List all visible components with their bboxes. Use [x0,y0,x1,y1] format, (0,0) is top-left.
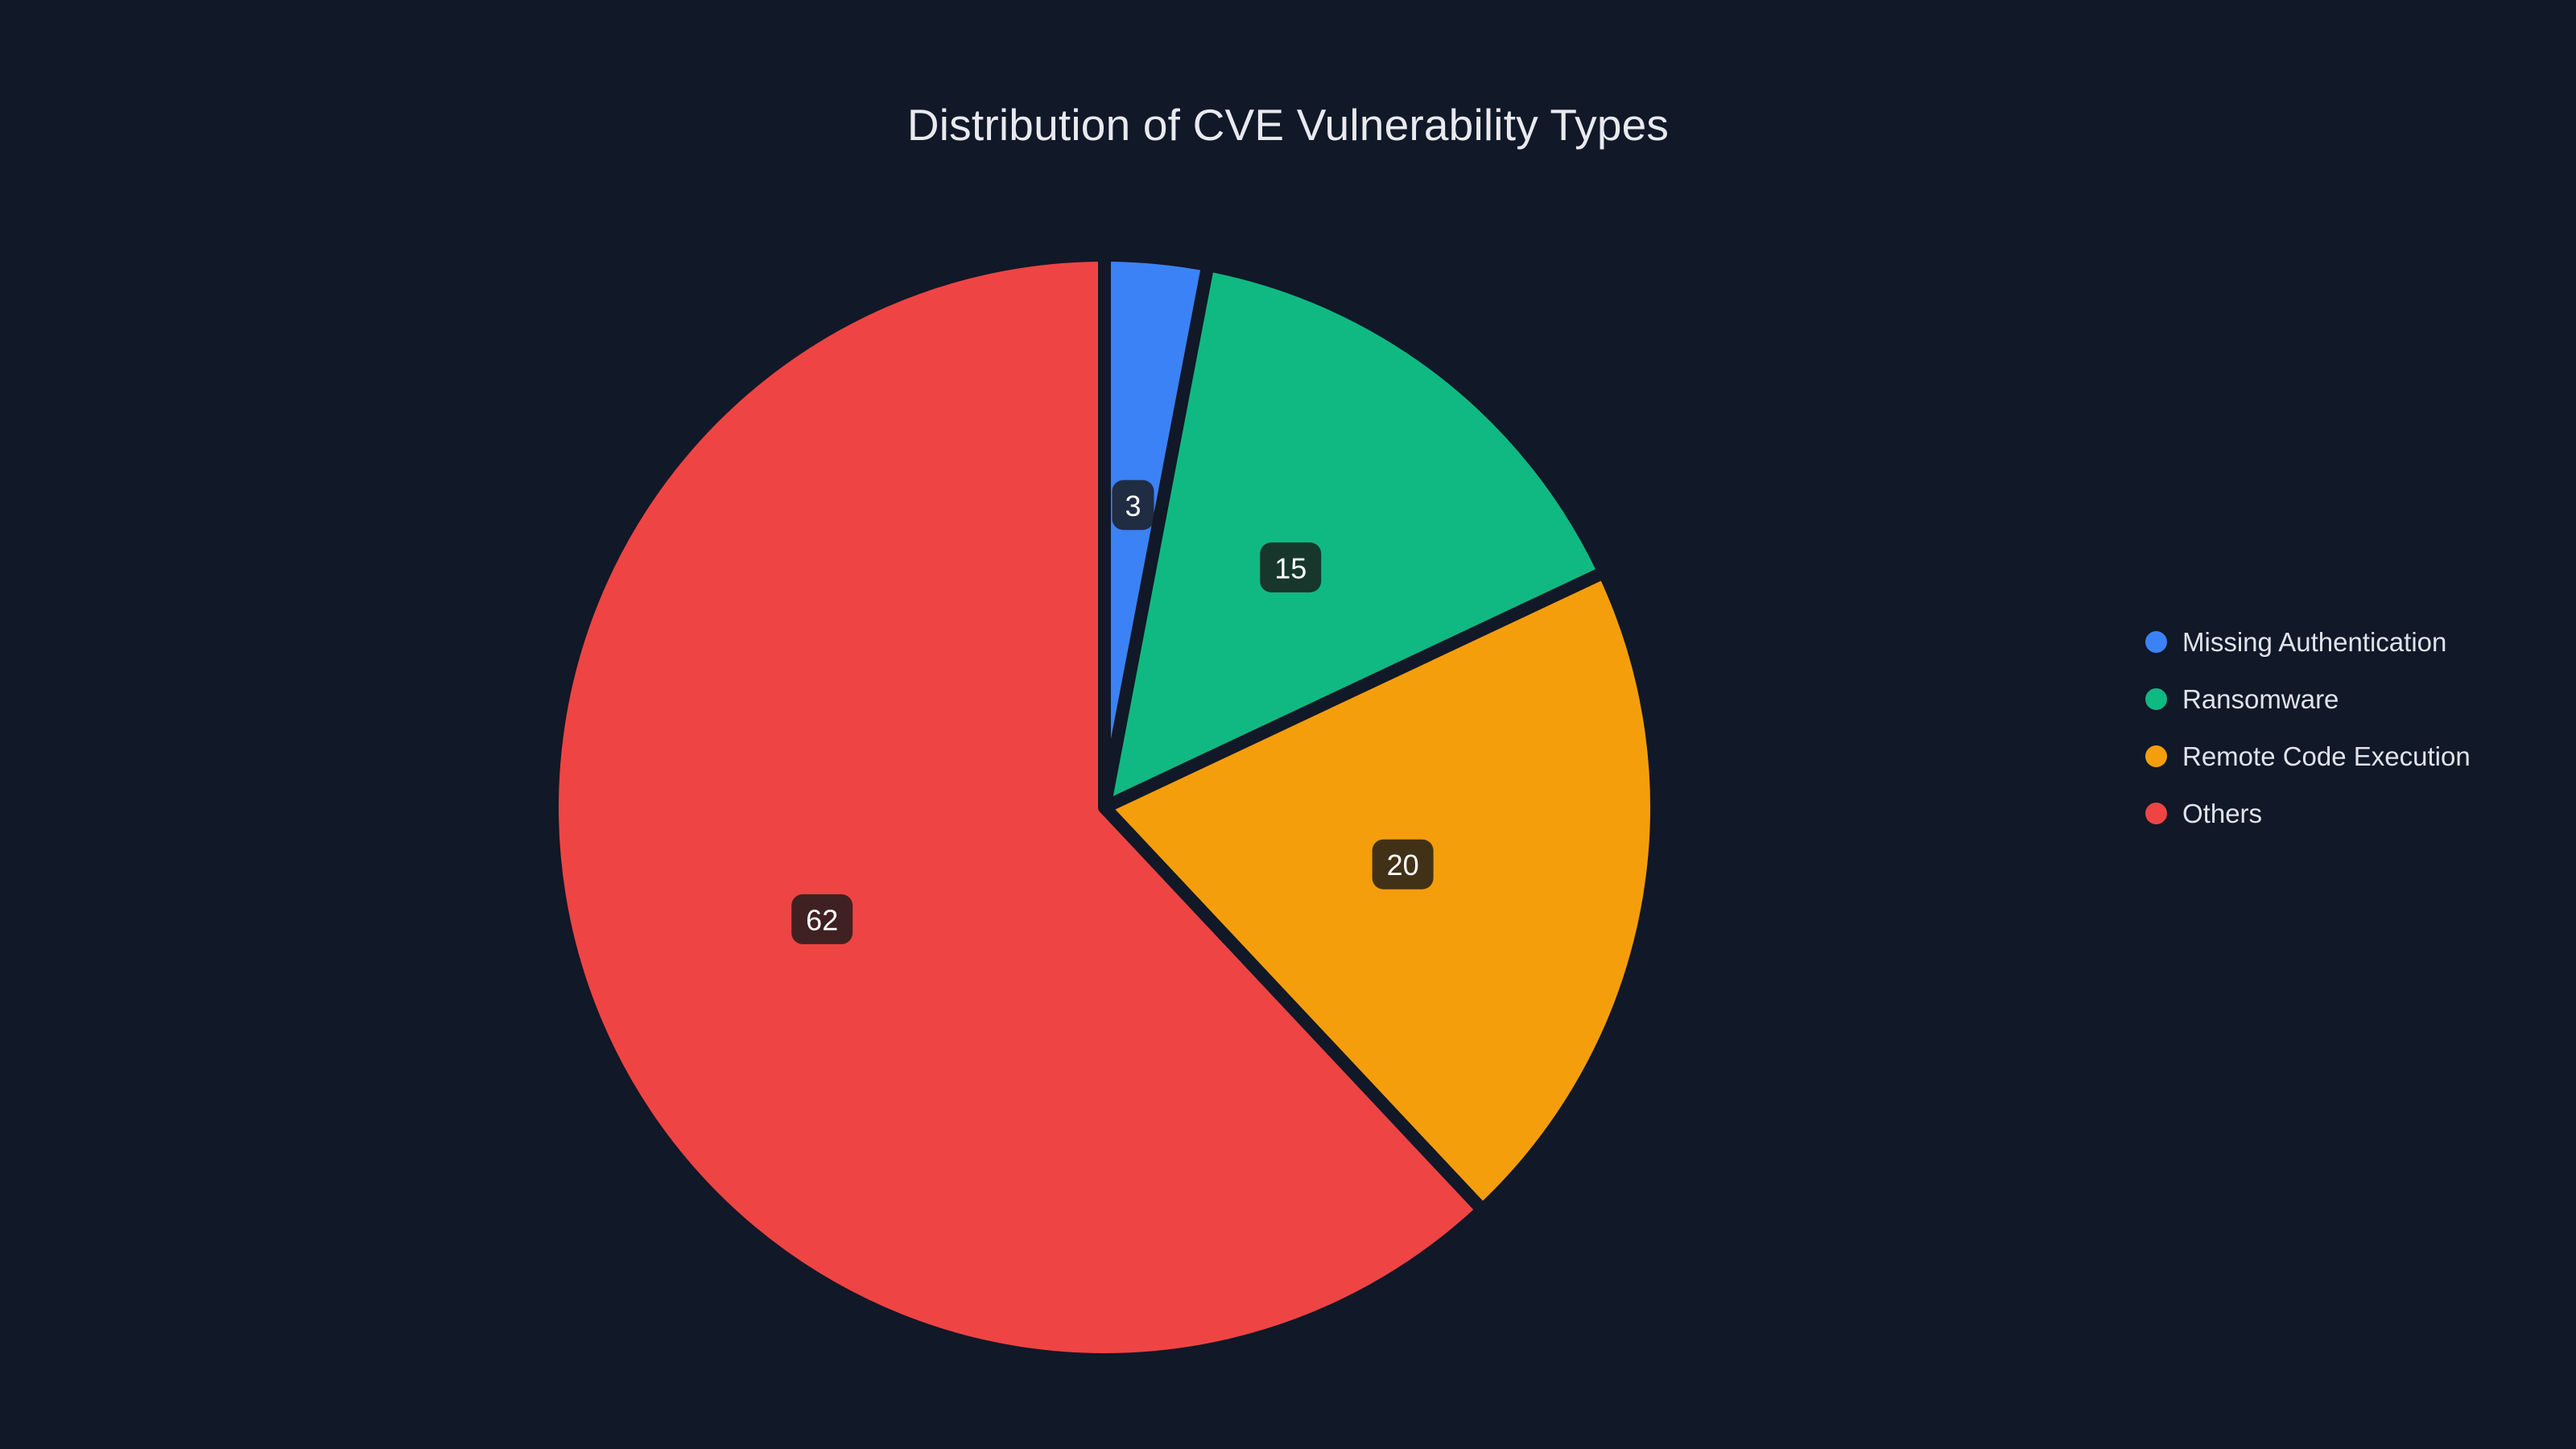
pie-slice-value-label-box [1372,839,1434,890]
pie-slice[interactable] [546,249,1489,1366]
pie-slice-value-label-box [1112,480,1154,530]
legend-item-label: Remote Code Execution [2182,741,2471,771]
legend-item-label: Ransomware [2182,684,2339,714]
pie-slice-value-text: 3 [1125,489,1141,522]
pie-slice[interactable] [1098,258,1611,814]
legend-item[interactable]: Missing Authentication [2145,613,2548,671]
legend-item-label: Missing Authentication [2182,627,2447,657]
chart-legend: Missing Authentication Ransomware Remote C… [2145,613,2548,842]
legend-item[interactable]: Ransomware [2145,671,2548,728]
pie-slice-value-label: 3 [1112,480,1154,530]
pie-slice-value-text: 15 [1274,551,1307,584]
pie-slice-value-text: 20 [1387,848,1419,881]
pie-slice-value-label: 20 [1372,839,1434,890]
legend-item[interactable]: Others [2145,785,2548,842]
pie-slice-value-label: 15 [1260,542,1322,592]
legend-item[interactable]: Remote Code Execution [2145,728,2548,785]
page-title: Distribution of CVE Vulnerability Types [906,100,1670,150]
legend-swatch-icon [2145,745,2167,767]
pie-slice-value-label-box [1260,542,1322,592]
pie-slice-value-label: 62 [791,894,853,944]
pie-slice[interactable] [1098,565,1663,1217]
pie-value-labels-group: 3 15 20 62 [791,480,1434,944]
pie-slices-group [546,249,1663,1366]
legend-swatch-icon [2145,688,2167,710]
legend-swatch-icon [2145,631,2167,653]
pie-slice-value-text: 62 [806,903,838,936]
legend-item-label: Others [2182,799,2263,828]
legend-swatch-icon [2145,803,2167,824]
pie-slice-value-label-box [791,894,853,944]
